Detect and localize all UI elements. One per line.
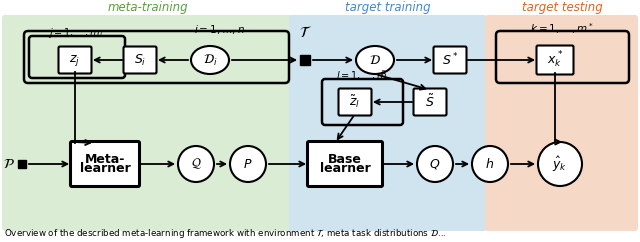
Text: $\mathcal{D}$: $\mathcal{D}$ bbox=[369, 53, 381, 67]
Text: $x^*_k$: $x^*_k$ bbox=[547, 50, 563, 70]
FancyBboxPatch shape bbox=[433, 46, 467, 74]
Text: Overview of the described meta-learning framework with environment $\mathcal{T}$: Overview of the described meta-learning … bbox=[4, 227, 447, 240]
Text: $\tilde{z}_l$: $\tilde{z}_l$ bbox=[349, 94, 360, 110]
FancyBboxPatch shape bbox=[58, 46, 92, 74]
Circle shape bbox=[178, 146, 214, 182]
Text: meta-training: meta-training bbox=[108, 1, 188, 14]
Circle shape bbox=[417, 146, 453, 182]
Bar bbox=[300, 55, 310, 65]
Text: $\mathcal{Q}$: $\mathcal{Q}$ bbox=[191, 157, 202, 171]
Ellipse shape bbox=[191, 46, 229, 74]
Text: $z_j$: $z_j$ bbox=[70, 53, 81, 68]
FancyBboxPatch shape bbox=[339, 89, 371, 115]
FancyBboxPatch shape bbox=[2, 15, 295, 231]
FancyBboxPatch shape bbox=[413, 89, 447, 115]
Circle shape bbox=[538, 142, 582, 186]
Text: $\mathcal{T}$: $\mathcal{T}$ bbox=[299, 25, 311, 40]
Text: $i = 1,\ldots,n$: $i = 1,\ldots,n$ bbox=[195, 23, 246, 36]
FancyBboxPatch shape bbox=[307, 142, 383, 187]
FancyBboxPatch shape bbox=[70, 142, 140, 187]
Ellipse shape bbox=[356, 46, 394, 74]
Text: $k = 1,\ldots,m^*$: $k = 1,\ldots,m^*$ bbox=[530, 21, 594, 36]
Circle shape bbox=[472, 146, 508, 182]
Bar bbox=[18, 160, 26, 168]
Text: $Q$: $Q$ bbox=[429, 157, 441, 171]
Text: $\tilde{S}$: $\tilde{S}$ bbox=[425, 94, 435, 110]
FancyBboxPatch shape bbox=[124, 46, 157, 74]
Text: target training: target training bbox=[345, 1, 431, 14]
Text: $j = 1,\ldots,m_i$: $j = 1,\ldots,m_i$ bbox=[49, 26, 104, 40]
Text: $\mathcal{D}_i$: $\mathcal{D}_i$ bbox=[203, 53, 217, 68]
Text: $S^*$: $S^*$ bbox=[442, 52, 458, 68]
Text: $S_i$: $S_i$ bbox=[134, 53, 146, 68]
Text: $\mathcal{P}$: $\mathcal{P}$ bbox=[3, 157, 15, 171]
Text: learner: learner bbox=[79, 162, 131, 175]
Text: $h$: $h$ bbox=[486, 157, 495, 171]
Text: $l = 1,\ldots,\tilde{m}$: $l = 1,\ldots,\tilde{m}$ bbox=[336, 69, 388, 83]
Text: learner: learner bbox=[319, 162, 371, 175]
Text: target testing: target testing bbox=[522, 1, 602, 14]
Text: $\hat{y}_k$: $\hat{y}_k$ bbox=[552, 154, 568, 174]
Text: Meta-: Meta- bbox=[85, 153, 125, 166]
FancyBboxPatch shape bbox=[536, 45, 573, 75]
FancyBboxPatch shape bbox=[485, 15, 638, 231]
Circle shape bbox=[230, 146, 266, 182]
Text: $P$: $P$ bbox=[243, 158, 253, 171]
Text: Base: Base bbox=[328, 153, 362, 166]
FancyBboxPatch shape bbox=[289, 15, 487, 231]
